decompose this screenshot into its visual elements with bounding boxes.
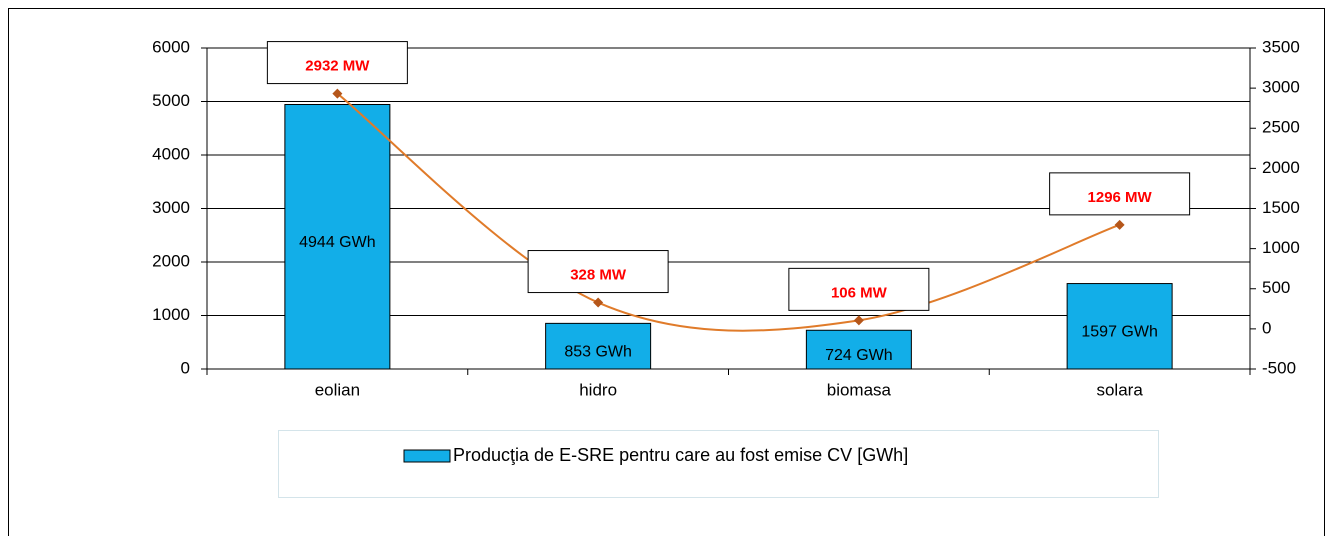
y-tick-label: 4000	[152, 144, 190, 163]
legend-box	[278, 430, 1159, 498]
data-label: 724 GWh	[825, 347, 893, 364]
y-tick-label: 0	[181, 358, 190, 377]
y2-tick-label: 1000	[1262, 238, 1300, 257]
line-marker	[593, 297, 604, 308]
data-label-box	[266, 41, 408, 85]
y2-tick-label: 2500	[1262, 118, 1300, 137]
bar	[284, 103, 391, 370]
line-marker	[853, 315, 864, 326]
data-label: 4944 GWh	[299, 234, 375, 251]
y2-tick-label: 2000	[1262, 158, 1300, 177]
data-label: 853 GWh	[564, 343, 632, 360]
data-label-box	[1049, 172, 1191, 216]
y2-tick-label: 0	[1262, 318, 1271, 337]
y2-tick-label: 3500	[1262, 37, 1300, 56]
line	[336, 92, 1120, 332]
data-label-box	[527, 250, 669, 294]
data-label: 1296 MW	[1088, 189, 1153, 206]
x-tick-label: solara	[1096, 380, 1143, 399]
data-label: 106 MW	[831, 284, 888, 301]
bar	[805, 329, 912, 370]
x-tick-label: eolian	[315, 380, 360, 399]
y-tick-label: 2000	[152, 251, 190, 270]
data-label: 2932 MW	[305, 58, 370, 75]
line-marker	[332, 88, 343, 99]
data-label: 328 MW	[570, 267, 627, 284]
y-tick-label: 5000	[152, 91, 190, 110]
y2-tick-label: 3000	[1262, 78, 1300, 97]
y2-tick-label: -500	[1262, 358, 1296, 377]
y2-tick-label: 1500	[1262, 198, 1300, 217]
x-tick-label: hidro	[579, 380, 617, 399]
y-tick-label: 6000	[152, 37, 190, 56]
legend-swatch	[403, 449, 451, 463]
data-label-box	[788, 267, 930, 311]
y2-tick-label: 500	[1262, 278, 1290, 297]
line-marker	[1114, 219, 1125, 230]
x-tick-label: biomasa	[827, 380, 892, 399]
bar	[1066, 283, 1173, 370]
bar	[545, 322, 652, 370]
y-tick-label: 3000	[152, 198, 190, 217]
legend-label: Producţia de E-SRE pentru care au fost e…	[453, 445, 908, 465]
data-label: 1597 GWh	[1081, 323, 1157, 340]
y-tick-label: 1000	[152, 305, 190, 324]
